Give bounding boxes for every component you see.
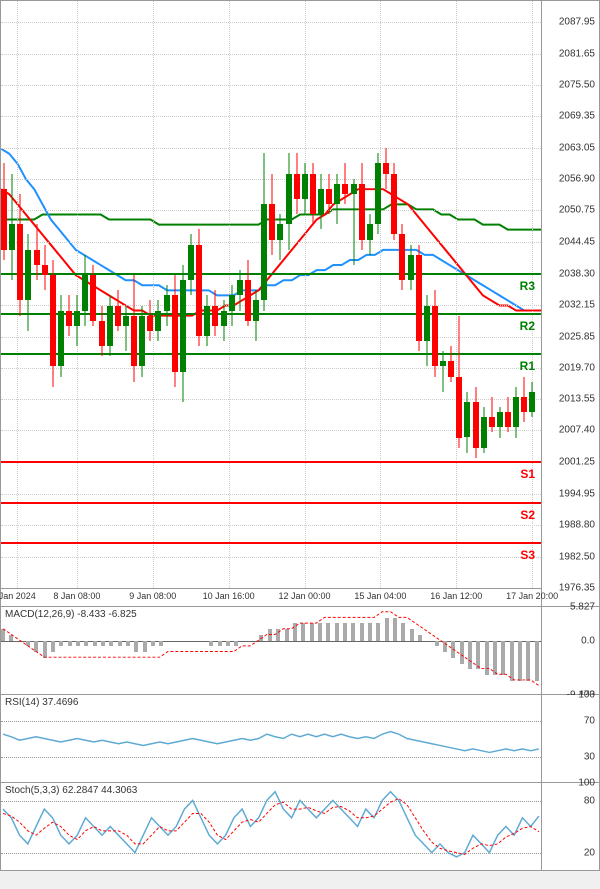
price-y-axis: 1976.351982.501988.801994.952001.252007.… [541,1,599,606]
time-x-axis: Jan 20248 Jan 08:009 Jan 08:0010 Jan 16:… [1,588,541,606]
macd-label: MACD(12,26,9) -8.433 -6.825 [5,609,137,620]
macd-area[interactable] [1,607,541,694]
macd-y-axis: -9.4730.05.827 [541,607,599,694]
stoch-area[interactable] [1,783,541,870]
stoch-panel: Stoch(5,3,3) 62.2847 44.3063 2080100 [0,783,600,871]
main-price-chart: 2038.49R32030.53R22022.57R12001.35S11993… [0,0,600,607]
rsi-label: RSI(14) 37.4696 [5,697,78,708]
macd-panel: MACD(12,26,9) -8.433 -6.825 -9.4730.05.8… [0,607,600,695]
rsi-y-axis: 3070100 [541,695,599,782]
rsi-panel: RSI(14) 37.4696 3070100 [0,695,600,783]
rsi-area[interactable] [1,695,541,782]
stoch-label: Stoch(5,3,3) 62.2847 44.3063 [5,785,137,796]
stoch-y-axis: 2080100 [541,783,599,870]
price-chart-area[interactable]: 2038.49R32030.53R22022.57R12001.35S11993… [1,1,541,588]
